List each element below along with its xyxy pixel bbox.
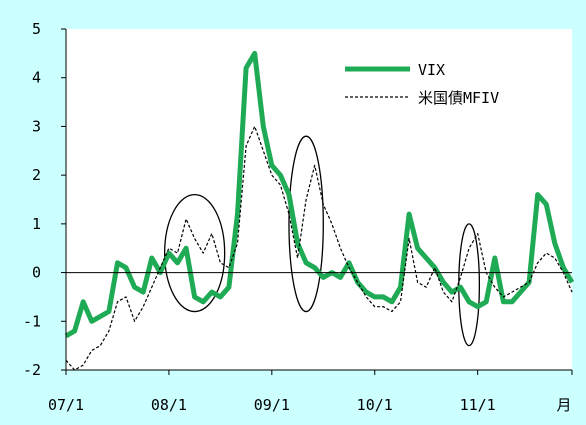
plot-area bbox=[66, 29, 572, 370]
annotation-group bbox=[163, 135, 481, 347]
x-tick-label: 10/1 bbox=[357, 396, 393, 414]
y-tick-label: -1 bbox=[23, 312, 41, 330]
x-unit-label: 月 bbox=[556, 396, 571, 414]
y-tick-label: 4 bbox=[32, 69, 41, 87]
x-tick-label: 11/1 bbox=[460, 396, 496, 414]
x-tick-label: 07/1 bbox=[48, 396, 84, 414]
y-tick-label: -2 bbox=[23, 361, 41, 379]
y-tick-label: 5 bbox=[32, 20, 41, 38]
x-tick-label: 09/1 bbox=[254, 396, 290, 414]
annotation-ellipse-1 bbox=[288, 135, 324, 313]
y-tick-label: 0 bbox=[32, 264, 41, 282]
legend-label-mfiv: 米国債MFIV bbox=[418, 89, 499, 107]
y-tick-label: 2 bbox=[32, 166, 41, 184]
annotation-ellipse-2 bbox=[458, 223, 481, 347]
x-tick-label: 08/1 bbox=[151, 396, 187, 414]
y-tick-label: 3 bbox=[32, 117, 41, 135]
legend: VIX 米国債MFIV bbox=[345, 61, 499, 107]
legend-label-vix: VIX bbox=[418, 61, 445, 79]
series-line-1 bbox=[65, 125, 573, 371]
axes-group: -2 -1 0 1 2 3 4 5 07/1 08/1 09/1 10/1 11/1 月 bbox=[23, 20, 573, 414]
annotation-ellipse-0 bbox=[163, 193, 226, 313]
y-tick-label: 1 bbox=[32, 215, 41, 233]
